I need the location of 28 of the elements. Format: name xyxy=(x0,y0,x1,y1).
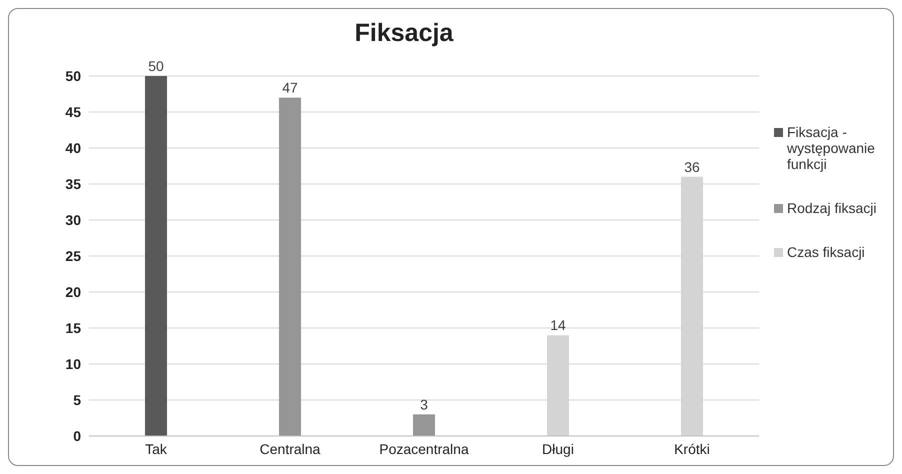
y-tick-label: 50 xyxy=(65,68,82,84)
bar xyxy=(413,414,435,436)
x-tick-label: Długi xyxy=(542,440,574,457)
data-label: 50 xyxy=(148,58,164,74)
y-tick-label: 45 xyxy=(65,104,82,120)
y-tick-label: 10 xyxy=(65,356,82,372)
x-tick-label: Centralna xyxy=(260,440,321,457)
chart-title: Fiksacja xyxy=(354,19,454,48)
y-tick-label: 40 xyxy=(65,140,82,156)
y-tick-label: 35 xyxy=(65,176,82,192)
x-tick-label: Pozacentralna xyxy=(379,440,469,457)
data-label: 3 xyxy=(420,396,428,412)
x-tick-label: Tak xyxy=(145,440,168,457)
legend-label: Czas fiksacji xyxy=(787,244,865,260)
data-label: 14 xyxy=(550,317,566,334)
legend-label: Fiksacja - występowanie funkcji xyxy=(787,124,876,172)
data-label: 47 xyxy=(282,80,298,96)
y-tick-label: 25 xyxy=(65,248,82,264)
y-tick-label: 20 xyxy=(65,284,82,300)
x-tick-label: Krótki xyxy=(674,440,710,457)
y-tick-label: 5 xyxy=(73,392,82,408)
y-tick-label: 30 xyxy=(65,212,82,228)
legend-label: Rodzaj fiksacji xyxy=(787,200,876,216)
bar xyxy=(145,76,167,436)
y-tick-label: 0 xyxy=(73,428,82,444)
bar xyxy=(279,98,301,436)
data-label: 36 xyxy=(684,158,700,175)
y-tick-label: 15 xyxy=(65,320,82,336)
